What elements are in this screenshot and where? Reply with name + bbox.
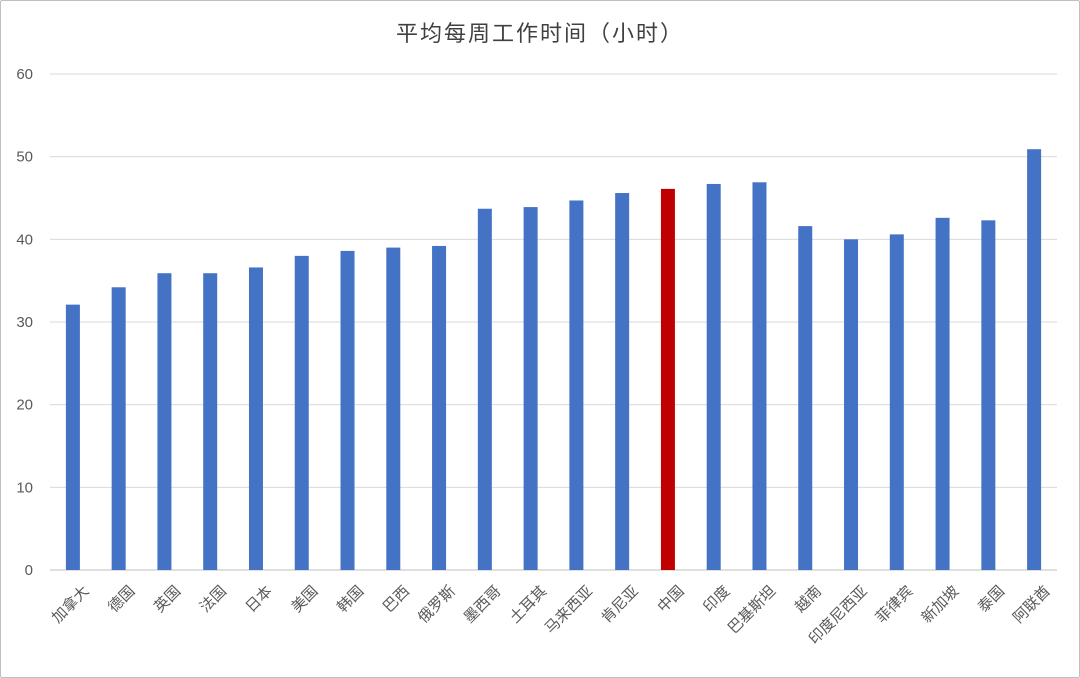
x-tick-label: 加拿大	[48, 582, 93, 627]
y-tick-label: 30	[16, 314, 33, 331]
x-tick-label: 肯尼亚	[597, 582, 642, 627]
chart-title: 平均每周工作时间（小时）	[396, 22, 684, 47]
x-tick-label: 泰国	[974, 582, 1008, 616]
y-tick-label: 60	[16, 66, 33, 83]
y-tick-label: 50	[16, 149, 33, 166]
bar-11	[569, 200, 584, 571]
x-tick-label: 俄罗斯	[414, 582, 459, 627]
bars	[65, 149, 1042, 571]
y-tick-label: 0	[25, 562, 33, 579]
bar-4	[248, 267, 263, 570]
bar-0	[65, 304, 80, 570]
bar-3	[203, 273, 218, 570]
bar-12	[615, 193, 630, 571]
bar-18	[889, 234, 904, 570]
bar-19	[935, 217, 950, 570]
x-tick-label: 印度	[700, 582, 734, 616]
x-tick-label: 墨西哥	[460, 582, 505, 627]
bar-1	[111, 287, 126, 570]
x-tick-label: 中国	[654, 582, 688, 616]
bar-10	[523, 207, 538, 571]
x-tick-label: 越南	[791, 582, 825, 616]
bar-7	[386, 247, 401, 570]
bar-15	[752, 182, 767, 570]
x-tick-label: 法国	[196, 582, 230, 616]
x-tick-label: 英国	[150, 582, 184, 616]
x-tick-label: 美国	[288, 582, 322, 616]
bar-20	[981, 220, 996, 570]
gridlines	[50, 73, 1057, 488]
x-tick-label: 新加坡	[918, 582, 963, 627]
x-tick-label: 菲律宾	[872, 582, 917, 627]
bar-6	[340, 250, 355, 570]
x-tick-label: 巴西	[379, 582, 413, 616]
bar-14	[706, 183, 721, 571]
x-tick-label: 阿联酋	[1009, 582, 1054, 627]
bar-13	[660, 188, 675, 570]
bar-9	[477, 208, 492, 570]
bar-2	[157, 273, 172, 570]
y-tick-label: 40	[16, 231, 33, 248]
bar-21	[1027, 149, 1042, 570]
bar-16	[798, 226, 813, 570]
y-tick-label: 10	[16, 479, 33, 496]
x-tick-label: 土耳其	[506, 582, 551, 627]
x-tick-label: 马来西亚	[541, 582, 596, 637]
bar-5	[294, 255, 309, 570]
y-axis-ticks: 0 10 20 30 40 50 60	[16, 66, 33, 579]
x-tick-label: 巴基斯坦	[724, 582, 779, 637]
bar-8	[432, 245, 447, 571]
x-tick-label: 德国	[104, 582, 138, 616]
bar-17	[844, 239, 859, 571]
x-tick-label: 韩国	[333, 582, 367, 616]
y-tick-label: 20	[16, 397, 33, 414]
x-tick-label: 日本	[242, 582, 276, 616]
